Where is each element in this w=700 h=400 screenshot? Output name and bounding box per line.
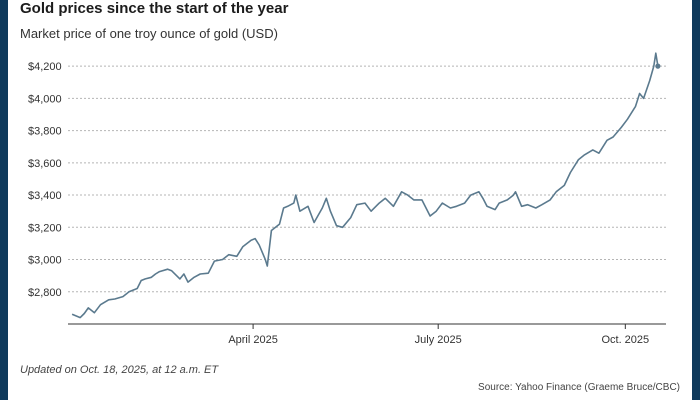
- y-tick-label: $2,800: [28, 287, 62, 299]
- y-tick-label: $3,600: [28, 158, 62, 170]
- source-credit: Source: Yahoo Finance (Graeme Bruce/CBC): [478, 382, 680, 393]
- y-tick-label: $4,200: [28, 61, 62, 73]
- chart-title: Gold prices since the start of the year: [20, 0, 289, 17]
- y-tick-label: $4,000: [28, 93, 62, 105]
- x-tick-label: July 2025: [415, 334, 462, 346]
- updated-footnote: Updated on Oct. 18, 2025, at 12 a.m. ET: [20, 364, 219, 376]
- y-tick-label: $3,400: [28, 190, 62, 202]
- x-tick-label: Oct. 2025: [601, 334, 649, 346]
- y-tick-label: $3,200: [28, 222, 62, 234]
- chart-subtitle: Market price of one troy ounce of gold (…: [20, 26, 278, 41]
- y-tick-label: $3,800: [28, 126, 62, 138]
- x-tick-label: April 2025: [228, 334, 278, 346]
- series-line: [71, 52, 659, 319]
- y-tick-label: $3,000: [28, 255, 62, 267]
- chart-frame: [8, 0, 692, 400]
- series-end-marker: [655, 63, 661, 69]
